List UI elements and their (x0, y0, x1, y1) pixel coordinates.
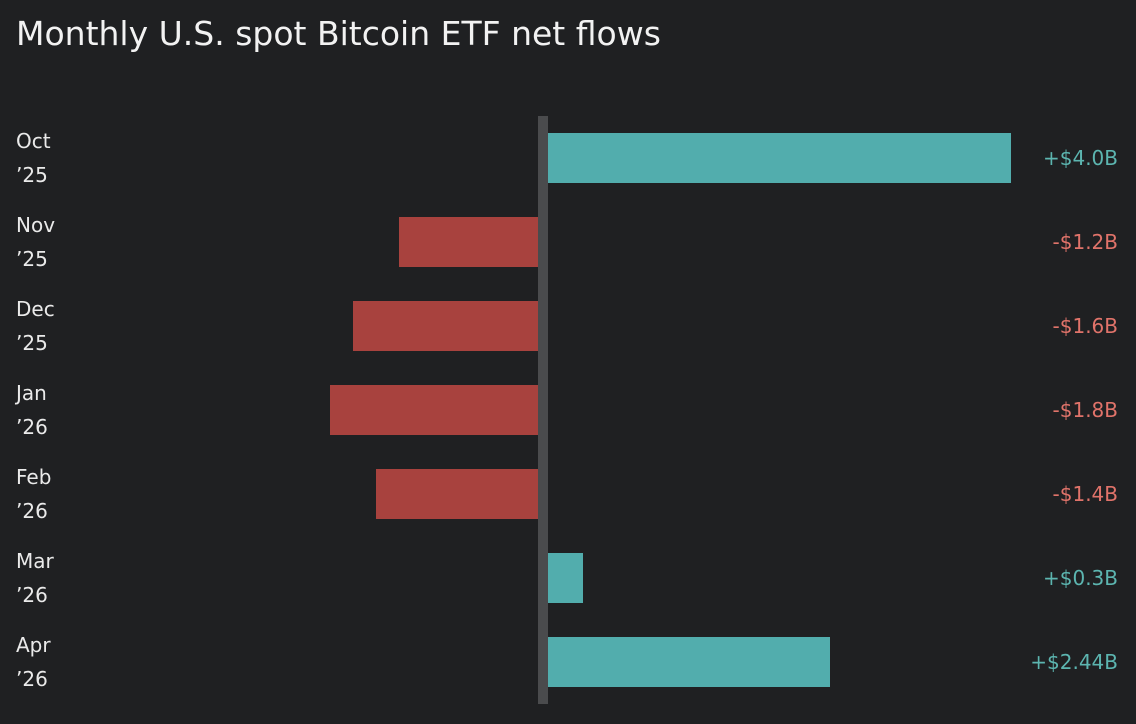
bar (399, 217, 538, 267)
category-label: Apr ’26 (16, 633, 51, 691)
value-label: -$1.4B (1052, 482, 1118, 506)
bar (548, 637, 831, 687)
category-label: Dec ’25 (16, 297, 55, 355)
value-label: +$0.3B (1042, 566, 1118, 590)
category-label: Mar ’26 (16, 549, 54, 607)
category-label: Feb ’26 (16, 465, 52, 523)
value-label: +$4.0B (1042, 146, 1118, 170)
bar (548, 553, 583, 603)
category-label: Oct ’25 (16, 129, 51, 187)
value-label: -$1.8B (1052, 398, 1118, 422)
value-label: +$2.44B (1030, 650, 1118, 674)
bar (352, 301, 538, 351)
bar (375, 469, 538, 519)
chart-title: Monthly U.S. spot Bitcoin ETF net flows (16, 14, 661, 53)
zero-axis (538, 116, 548, 704)
category-label: Jan ’26 (16, 381, 48, 439)
bar (548, 133, 1011, 183)
value-label: -$1.6B (1052, 314, 1118, 338)
value-label: -$1.2B (1052, 230, 1118, 254)
category-label: Nov ’25 (16, 213, 56, 271)
bar (329, 385, 538, 435)
